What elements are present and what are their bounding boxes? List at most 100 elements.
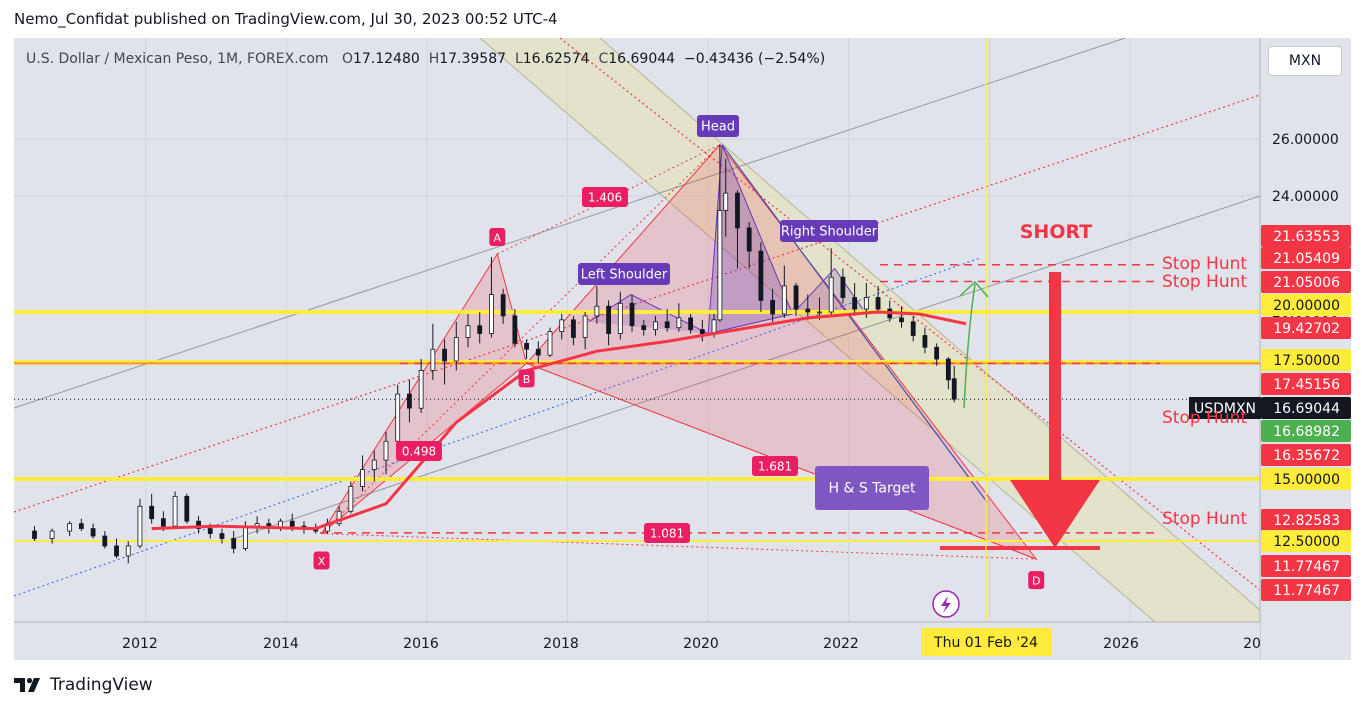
candle-body xyxy=(489,294,494,334)
legend-symbol: U.S. Dollar / Mexican Peso, 1M, FOREX.co… xyxy=(26,51,329,67)
candle-body xyxy=(418,370,424,409)
candle-body xyxy=(336,510,342,525)
candle-body xyxy=(699,329,705,334)
fib-ratio-label-text: 1.081 xyxy=(650,527,684,541)
x-tick-label: 2022 xyxy=(823,636,859,652)
price-label: 12.50000 xyxy=(1273,534,1340,550)
point-label-d-bg xyxy=(1028,571,1045,590)
head-label-bg xyxy=(697,115,739,137)
fib-ratio-label-text: 1.681 xyxy=(758,460,792,474)
price-label-bg xyxy=(1261,530,1351,552)
candle-body xyxy=(781,285,787,315)
target-label-bg xyxy=(815,466,929,510)
candle-body xyxy=(805,308,811,313)
pattern-ratio-line xyxy=(321,533,1037,560)
price-label-bg xyxy=(1261,509,1351,531)
target-label-text: H & S Target xyxy=(829,481,917,497)
trend-line xyxy=(229,195,1260,541)
price-label: 16.35672 xyxy=(1273,448,1340,464)
candle-body xyxy=(442,348,447,362)
axis-layer: 26.00000 24.00000 20.00000 17.50000 15.00000… xyxy=(14,38,1351,660)
fib-ratio-label-bg xyxy=(396,441,442,461)
publisher-header: Nemo_Confidat published on TradingView.c… xyxy=(14,10,558,28)
price-label-bg xyxy=(1261,349,1351,371)
candle-body xyxy=(196,520,201,529)
tradingview-brand: TradingView xyxy=(50,675,153,695)
candle-body xyxy=(934,346,940,360)
stop-hunt-text: Stop Hunt xyxy=(1162,254,1247,274)
stop-hunt-text: Stop Hunt xyxy=(1162,272,1247,292)
candle-body xyxy=(430,348,436,371)
point-label-d: D xyxy=(1028,571,1045,590)
candle-body xyxy=(664,321,670,329)
fib-ratio-label: 1.681 xyxy=(752,456,798,476)
label-layer: Head Left Shoulder Right Shoulder H & S Tar… xyxy=(313,115,1247,618)
head-label-text: Head xyxy=(701,120,735,135)
date-marker-text: Thu 01 Feb '24 xyxy=(933,635,1038,651)
green-arrow-head xyxy=(959,280,989,298)
lightning-icon-glyph xyxy=(941,596,951,613)
candle-body xyxy=(559,319,565,332)
candle-body xyxy=(371,459,377,470)
candle-body xyxy=(688,317,694,331)
price-label: 11.77467 xyxy=(1273,583,1340,599)
price-label: 11.77467 xyxy=(1273,559,1340,575)
candle-body xyxy=(172,495,178,527)
candle-body xyxy=(735,192,740,229)
point-label-a-text: A xyxy=(494,232,502,245)
price-label-bg xyxy=(1261,271,1351,293)
candle-body xyxy=(524,342,529,350)
candle-body xyxy=(32,530,37,539)
point-label-x-bg xyxy=(313,551,330,570)
fib-ratio-label-text: 0.498 xyxy=(402,445,436,459)
candle-body xyxy=(910,321,916,336)
candle-body xyxy=(582,315,588,338)
fib-ratio-label: 1.081 xyxy=(644,523,690,543)
point-label-x: X xyxy=(313,551,330,570)
target-label: H & S Target xyxy=(815,466,929,510)
right-shoulder-shading xyxy=(792,267,864,315)
point-label-x-text: X xyxy=(318,555,326,568)
fib-ratio-label-bg xyxy=(644,523,690,543)
candle-body xyxy=(49,530,55,539)
candle-body xyxy=(114,545,119,557)
x-tick-label: 2026 xyxy=(1103,636,1139,652)
head-label: Head xyxy=(697,115,739,137)
candle-body xyxy=(78,523,84,530)
candle-body xyxy=(547,331,553,356)
candle-body xyxy=(219,533,225,539)
legend-change: −0.43436 (−2.54%) xyxy=(683,51,826,67)
candle-body xyxy=(711,319,717,334)
left-shoulder-label: Left Shoulder xyxy=(578,263,670,285)
candle-body xyxy=(571,319,576,338)
candle-body xyxy=(606,305,611,334)
candle-body xyxy=(453,337,459,362)
price-label-bg xyxy=(1261,468,1351,490)
candle-body xyxy=(125,545,131,557)
x-tick-label: 2020 xyxy=(683,636,719,652)
point-label-b-text: B xyxy=(523,373,531,386)
fib-ratio-label-text: 1.406 xyxy=(588,191,622,205)
current-symbol-bg xyxy=(1189,397,1261,419)
price-label: 19.42702 xyxy=(1273,321,1340,337)
short-text: SHORT xyxy=(1020,221,1093,243)
candle-body xyxy=(207,528,213,534)
candle-body xyxy=(383,440,389,461)
green-forecast-line xyxy=(963,283,976,409)
price-label-bg xyxy=(1261,555,1351,577)
candle-body xyxy=(945,358,951,381)
price-label: 16.68982 xyxy=(1273,424,1340,440)
candle-body xyxy=(717,210,723,321)
candle-body xyxy=(500,294,506,317)
price-label-bg xyxy=(1261,579,1351,601)
dotted-trend-line xyxy=(14,94,1260,513)
candle-body xyxy=(477,325,483,334)
point-label-b-bg xyxy=(518,369,535,388)
legend-low-label: L xyxy=(514,51,523,67)
candle-body xyxy=(149,505,155,520)
currency-button[interactable]: MXN xyxy=(1268,46,1342,76)
y-tick-label: 24.00000 xyxy=(1272,189,1339,205)
tradingview-footer[interactable]: TradingView xyxy=(14,675,153,695)
candle-body xyxy=(617,302,623,334)
